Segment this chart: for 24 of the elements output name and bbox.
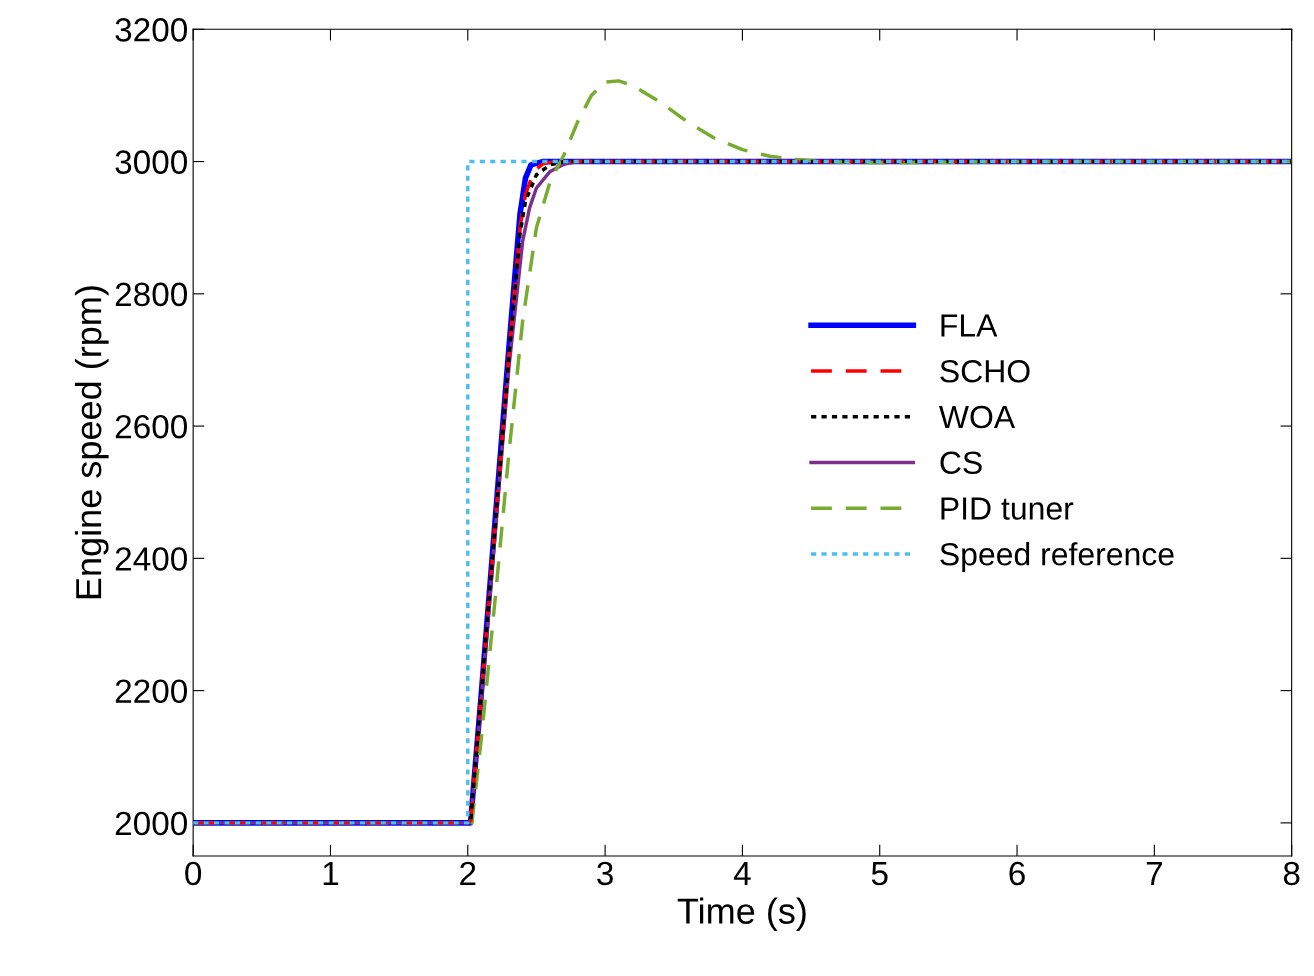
- x-tick-label: 6: [1009, 861, 1025, 886]
- x-tick-label: 8: [1283, 861, 1300, 886]
- legend-label: PID tuner: [941, 497, 1074, 520]
- x-tick-label: 3: [597, 861, 613, 886]
- legend-label: SCHO: [940, 359, 1030, 383]
- x-axis-title: Time (s): [677, 897, 806, 932]
- x-tick-label: 4: [733, 862, 751, 885]
- y-tick-label: 2600: [115, 414, 187, 439]
- y-tick-label: 3000: [115, 150, 187, 174]
- legend-label: FLA: [941, 314, 998, 337]
- y-tick-label: 3200: [115, 18, 187, 42]
- x-tick-label: 5: [871, 862, 888, 886]
- x-tick-label: 7: [1146, 862, 1162, 885]
- legend-label: WOA: [938, 405, 1016, 429]
- y-tick-label: 2000: [115, 811, 187, 836]
- x-tick-label: 0: [185, 861, 202, 886]
- y-axis-title: Engine speed (rpm): [74, 286, 109, 599]
- x-tick-label: 2: [460, 861, 476, 885]
- legend-label: Speed reference: [940, 542, 1174, 572]
- legend-label: CS: [940, 451, 982, 475]
- y-tick-label: 2200: [115, 679, 187, 704]
- x-tick-label: 1: [323, 862, 339, 885]
- y-tick-label: 2400: [115, 547, 187, 571]
- y-tick-label: 2800: [115, 282, 187, 307]
